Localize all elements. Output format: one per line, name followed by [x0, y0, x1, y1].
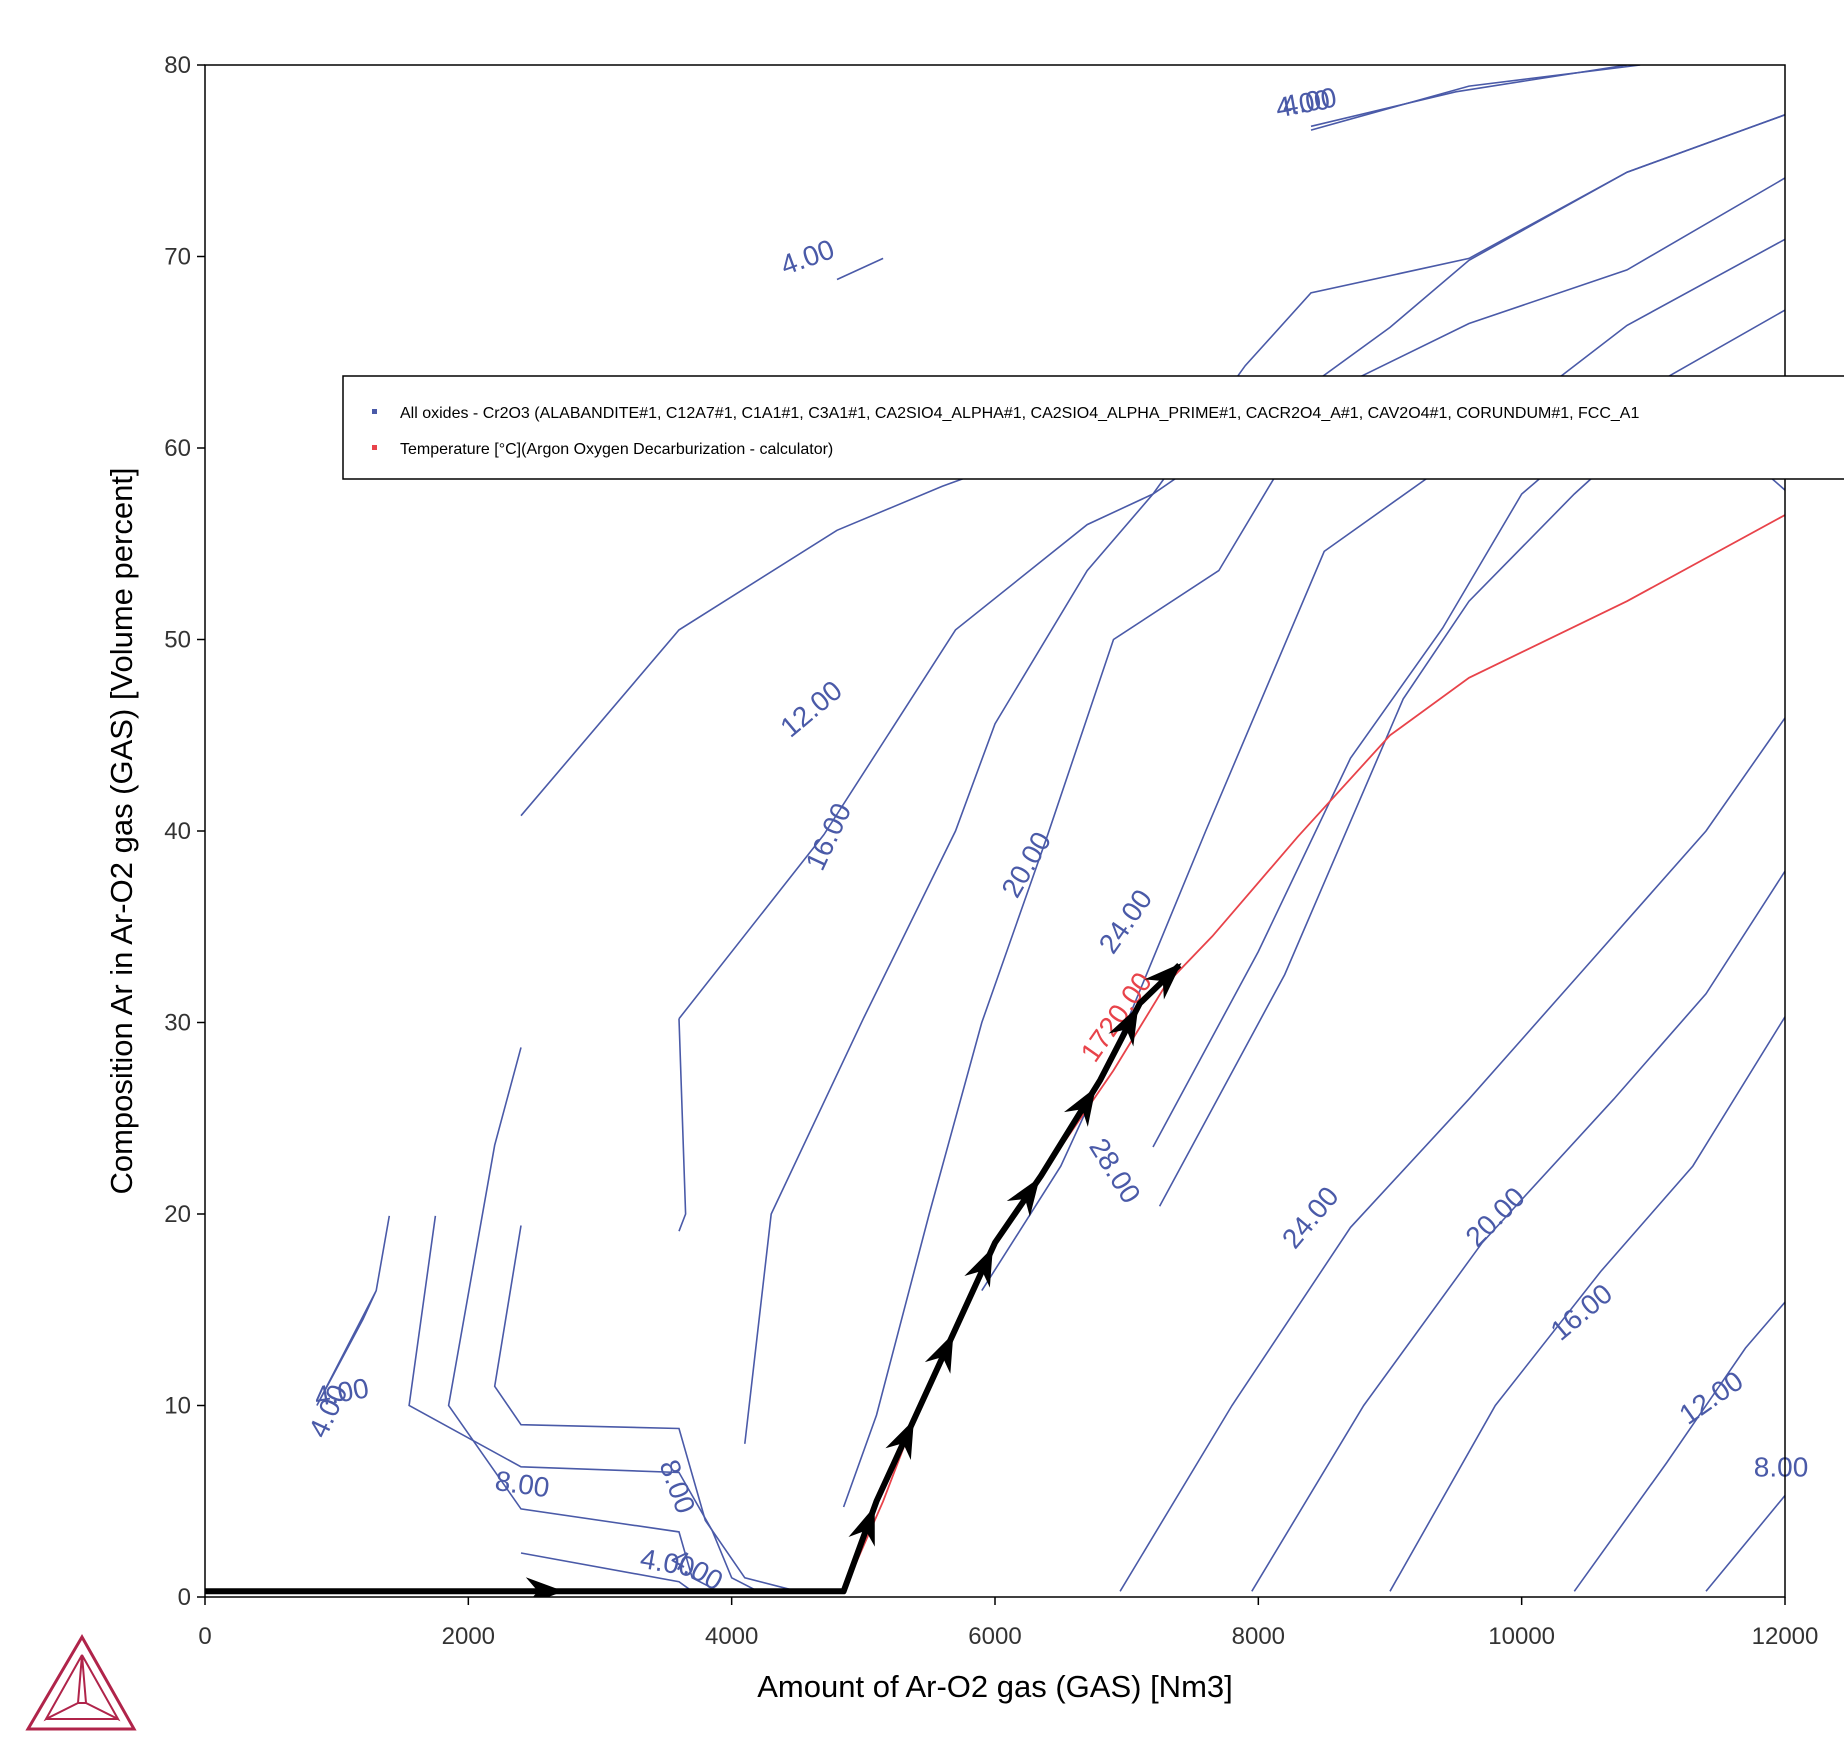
x-tick-label: 4000 [705, 1623, 758, 1650]
contour-label: 24.00 [1093, 884, 1159, 959]
y-tick-label: 40 [164, 818, 191, 845]
y-tick-label: 30 [164, 1010, 191, 1037]
y-tick-label: 50 [164, 627, 191, 654]
oxide-contour-line [836, 257, 884, 281]
oxide-contour-line [981, 238, 1785, 1292]
legend-box [342, 375, 1844, 480]
thermo-calc-logo-icon [25, 1633, 137, 1731]
y-tick-label: 80 [164, 52, 191, 79]
oxide-contour-line [520, 456, 1022, 817]
process-path-arrow [1006, 1177, 1040, 1217]
oxide-contour-line [493, 1225, 798, 1593]
contour-label: 4.00 [777, 233, 839, 281]
contour-label: 20.00 [1459, 1181, 1530, 1252]
process-path [205, 962, 1182, 1597]
process-path-arrow [885, 1419, 914, 1460]
contour-label: 16.00 [800, 798, 858, 875]
legend-swatch-temperature [372, 445, 377, 450]
oxide-contour-line [520, 1552, 693, 1592]
process-path-arrow [1063, 1087, 1096, 1127]
contour-label: 20.00 [995, 826, 1057, 902]
x-tick-label: 6000 [968, 1623, 1021, 1650]
contour-label: 8.00 [1754, 1451, 1809, 1482]
plot-frame [204, 64, 1786, 1598]
y-tick-label: 0 [178, 1584, 191, 1611]
x-axis-title: Amount of Ar-O2 gas (GAS) [Nm3] [757, 1669, 1233, 1704]
temperature-contour-line [842, 514, 1785, 1592]
oxide-contour-line [678, 114, 1785, 1020]
process-path-arrow [1144, 962, 1182, 1000]
contour-label: 12.00 [774, 674, 848, 743]
process-path-arrow [848, 1506, 875, 1547]
oxide-contour-line [447, 1047, 719, 1593]
oxide-contour-line [1119, 717, 1785, 1592]
oxide-contour-line [678, 1018, 687, 1232]
oxide-contour-line [316, 1215, 391, 1406]
process-path-arrow [525, 1577, 564, 1597]
x-tick-label: 12000 [1752, 1623, 1819, 1650]
contour-label: 12.00 [1673, 1365, 1748, 1431]
legend-label-oxides: All oxides - Cr2O3 (ALABANDITE#1, C12A7#… [400, 405, 1639, 422]
legend-label-temperature: Temperature [°C](Argon Oxygen Decarburiz… [400, 441, 833, 458]
y-tick-label: 70 [164, 244, 191, 271]
contour-label: 8.00 [654, 1456, 702, 1518]
contour-label: 16.00 [1545, 1278, 1619, 1347]
process-path-arrow [1108, 1006, 1139, 1047]
contour-lines [316, 65, 1785, 1593]
x-tick-label: 0 [198, 1623, 211, 1650]
process-path-arrow [964, 1247, 993, 1288]
oxide-contour-line [408, 1215, 759, 1593]
y-axis: 0 10 20 30 40 50 60 70 80 [164, 52, 205, 1611]
legend-swatch-oxides [372, 409, 377, 414]
oxide-contour-line [1573, 1301, 1785, 1592]
contour-label: 8.00 [493, 1465, 551, 1503]
x-axis: 0 2000 4000 6000 8000 10000 12000 [198, 1597, 1818, 1650]
oxide-contour-line [1310, 65, 1641, 131]
oxide-contour-line [1158, 397, 1785, 1207]
oxide-contour-line [1251, 870, 1785, 1592]
oxide-contour-line [744, 114, 1785, 1444]
y-tick-label: 20 [164, 1201, 191, 1228]
y-axis-title: Composition Ar in Ar-O2 gas (GAS) [Volum… [104, 467, 139, 1194]
x-tick-label: 10000 [1488, 1623, 1555, 1650]
oxide-contour-line [1389, 1016, 1785, 1592]
legend: All oxides - Cr2O3 (ALABANDITE#1, C12A7#… [342, 375, 1844, 480]
y-tick-label: 10 [164, 1393, 191, 1420]
contour-label: 24.00 [1276, 1181, 1345, 1255]
oxide-contour-line [842, 177, 1785, 1508]
x-tick-label: 8000 [1232, 1623, 1285, 1650]
process-path-arrow [924, 1333, 954, 1374]
process-path-line [205, 962, 1182, 1595]
oxide-contour-line [1705, 1494, 1785, 1592]
contour-label: 28.00 [1083, 1133, 1146, 1209]
y-tick-label: 60 [164, 435, 191, 462]
oxide-contour-line [1310, 65, 1628, 128]
x-tick-label: 2000 [442, 1623, 495, 1650]
contour-label: 4.00 [312, 1372, 371, 1412]
contour-label: 4.00 [1280, 82, 1339, 122]
